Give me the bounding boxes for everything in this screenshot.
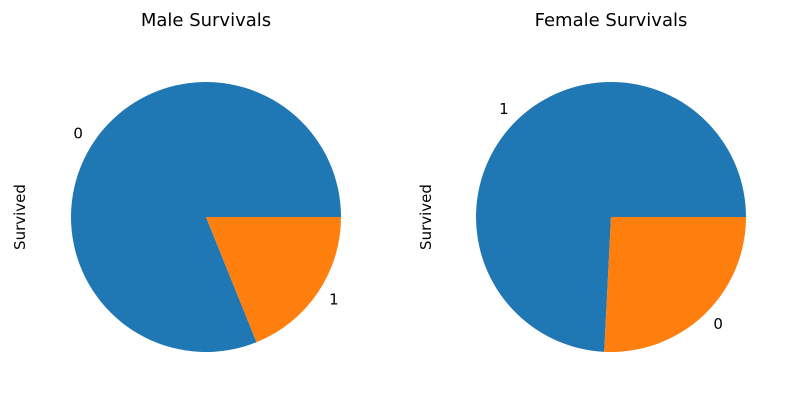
female-pie-label-1: 1 xyxy=(499,100,509,118)
female-pie-slice-1 xyxy=(475,82,746,352)
female-pie-panel: Female Survivals Survived 10 xyxy=(417,10,746,353)
female-pie-slices: 10 xyxy=(475,82,746,353)
male-pie-slice-1 xyxy=(206,217,342,343)
female-chart-ylabel: Survived xyxy=(417,184,435,250)
male-pie-label-1: 1 xyxy=(329,291,339,309)
female-pie-slice-0 xyxy=(604,217,746,353)
male-chart-title: Male Survivals xyxy=(141,10,271,31)
male-pie-label-0: 0 xyxy=(73,124,83,142)
female-pie-label-0: 0 xyxy=(713,315,723,333)
female-chart-title: Female Survivals xyxy=(535,10,688,31)
male-pie-slice-0 xyxy=(70,82,341,353)
male-pie-panel: Male Survivals Survived 01 xyxy=(11,10,342,353)
male-pie-slices: 01 xyxy=(70,82,342,353)
male-chart-ylabel: Survived xyxy=(11,184,29,250)
